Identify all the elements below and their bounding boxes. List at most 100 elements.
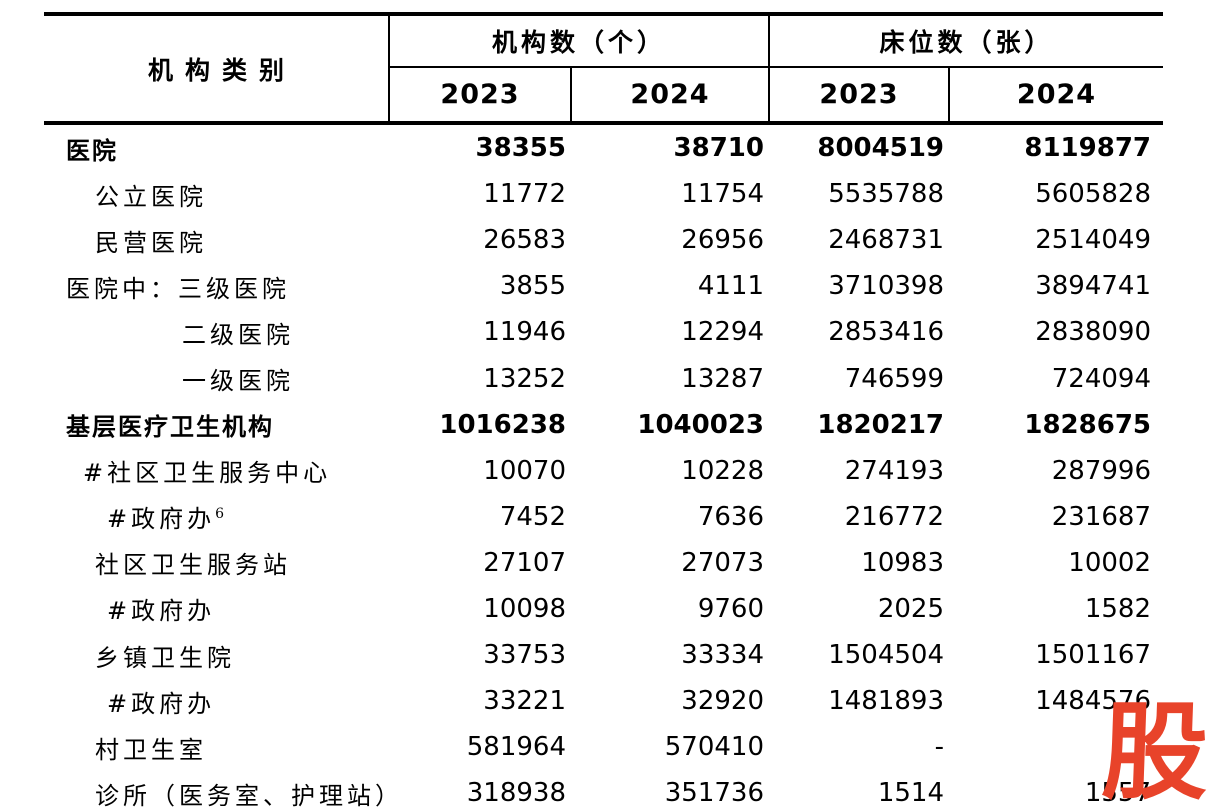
cell-value: 274193 [844,455,944,486]
cell-value: 11772 [483,179,566,210]
year-header-institutions-2023: 2023 [390,68,572,121]
row-label: #政府办 [44,684,390,719]
cell-value: 27073 [681,547,764,578]
table-row: 诊所（医务室、护理站） 318938 351736 1514 1557 [44,770,1163,812]
row-label-text: 医院中：三级医院 [66,274,290,303]
cell-value: 1582 [1084,593,1151,624]
cell-value: 1040023 [637,409,764,440]
watermark-logo: 股 [1099,691,1211,812]
row-label: #政府办6 [44,499,390,534]
table-row: #政府办6 7452 7636 216772 231687 [44,494,1163,540]
cell-value: 287996 [1051,455,1151,486]
cell-value: 1504504 [828,640,944,671]
table-row: 一级医院 13252 13287 746599 724094 [44,355,1163,401]
row-label: 民营医院 [44,223,390,258]
cell-value: 7636 [697,501,764,532]
row-label-text: 一级医院 [182,367,294,396]
row-label-text: #政府办 [107,597,216,626]
table-row: 医院中：三级医院 3855 4111 3710398 3894741 [44,263,1163,309]
row-label-text: 二级医院 [182,320,294,349]
cell-value: 38710 [673,133,764,164]
cell-value: 2853416 [828,317,944,348]
row-label: 村卫生室 [44,730,390,765]
cell-value: 5535788 [828,179,944,210]
cell-value: 231687 [1051,501,1151,532]
table-row: #政府办 10098 9760 2025 1582 [44,586,1163,632]
cell-value: 3894741 [1035,271,1151,302]
year-header-beds-2024: 2024 [1016,79,1097,110]
year-header-beds-2023: 2023 [770,68,950,121]
cell-value: 10070 [483,455,566,486]
cell-value: 11946 [483,317,566,348]
cell-value: 10228 [681,455,764,486]
cell-value: 1501167 [1035,640,1151,671]
cell-value: 3710398 [828,271,944,302]
table-row: #政府办 33221 32920 1481893 1484576 [44,678,1163,724]
row-label: 社区卫生服务站 [44,545,390,580]
table-row: 民营医院 26583 26956 2468731 2514049 [44,217,1163,263]
row-label-text: 医院 [66,135,118,165]
cell-value: 12294 [681,317,764,348]
cell-value: 33221 [483,686,566,717]
row-label: 乡镇卫生院 [44,638,390,673]
row-label-text: #社区卫生服务中心 [83,459,332,488]
row-label: #社区卫生服务中心 [44,453,390,488]
cell-value: 13287 [681,363,764,394]
cell-value: 13252 [483,363,566,394]
cell-value: 26583 [483,225,566,256]
statistics-table: 机构类别 机构数（个） 床位数（张） 2023 2024 2023 2024 医… [44,12,1163,812]
footnote-marker: 6 [215,506,225,523]
cell-value: 10098 [483,593,566,624]
row-label-text: 民营医院 [95,228,207,257]
cell-value: 351736 [664,778,764,809]
cell-value: 570410 [664,732,764,763]
cell-value: 2025 [877,593,944,624]
cell-value: 581964 [466,732,566,763]
column-group-bed-count: 床位数（张） [770,16,1163,68]
cell-value: 724094 [1051,363,1151,394]
row-label-text: #政府办 [107,505,216,534]
table-row: 社区卫生服务站 27107 27073 10983 10002 [44,540,1163,586]
cell-value: 26956 [681,225,764,256]
row-label: 二级医院 [44,315,390,350]
cell-value: 1828675 [1024,409,1151,440]
cell-value: 38355 [475,133,566,164]
cell-value: 10002 [1068,547,1151,578]
cell-value: 318938 [466,778,566,809]
cell-value: 1484576 [1035,686,1151,717]
cell-value: 10983 [861,547,944,578]
cell-value: 4111 [697,271,764,302]
table-row: 基层医疗卫生机构 1016238 1040023 1820217 1828675 [44,402,1163,448]
cell-value: 1820217 [817,409,944,440]
cell-value: 8119877 [1024,133,1151,164]
row-label: 基层医疗卫生机构 [44,407,390,442]
cell-value: 1557 [1084,778,1151,809]
cell-value: 5605828 [1035,179,1151,210]
row-label-text: 村卫生室 [95,735,207,764]
row-label-text: #政府办 [107,689,216,718]
cell-value: 7452 [499,501,566,532]
column-header-category: 机构类别 [44,16,390,121]
table-row: 村卫生室 581964 570410 - [44,724,1163,770]
cell-value: 9760 [697,593,764,624]
cell-value: 27107 [483,547,566,578]
cell-value: 216772 [844,501,944,532]
cell-value: 3855 [499,271,566,302]
table-row: 二级医院 11946 12294 2853416 2838090 [44,309,1163,355]
row-label-text: 社区卫生服务站 [95,551,291,580]
cell-value: 32920 [681,686,764,717]
row-label: 公立医院 [44,177,390,212]
row-label-text: 基层医疗卫生机构 [66,412,274,442]
cell-value: 11754 [681,179,764,210]
cell-value: 1016238 [439,409,566,440]
cell-value: 2468731 [828,225,944,256]
cell-value: 33334 [681,640,764,671]
row-label: #政府办 [44,591,390,626]
table-row: 公立医院 11772 11754 5535788 5605828 [44,171,1163,217]
cell-value: 1481893 [828,686,944,717]
cell-value: 746599 [844,363,944,394]
cell-value: 2838090 [1035,317,1151,348]
row-label: 医院中：三级医院 [44,269,390,304]
row-label: 诊所（医务室、护理站） [44,776,399,811]
